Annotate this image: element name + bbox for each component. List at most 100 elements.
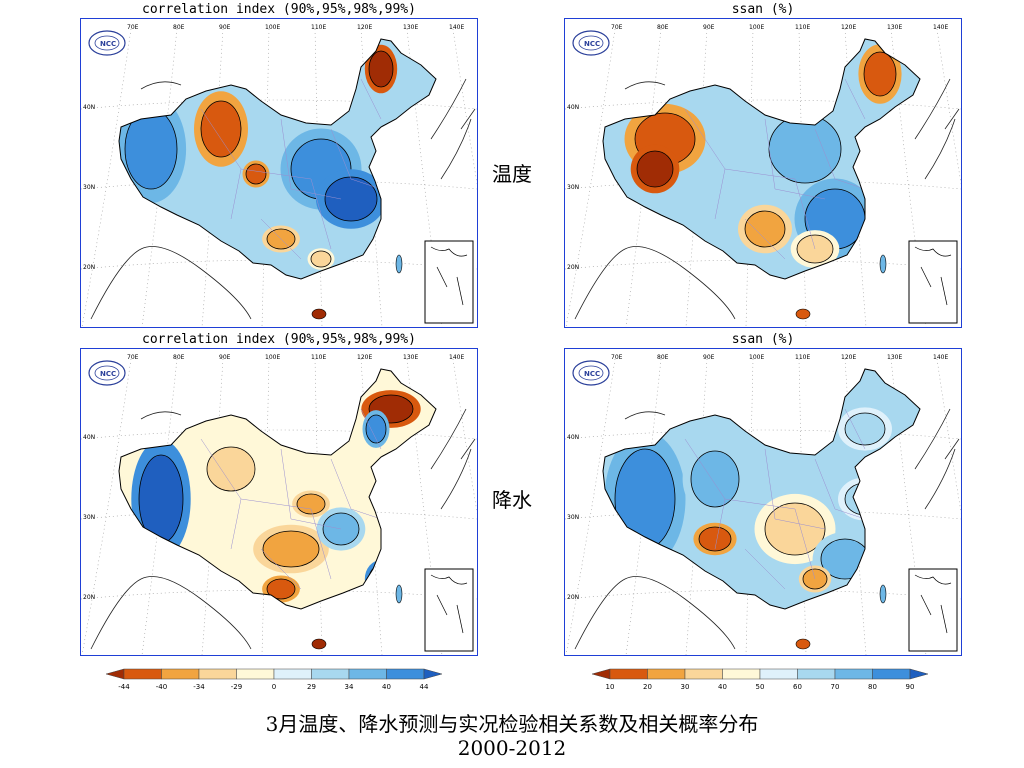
- contour-field: [603, 369, 920, 609]
- panel-precip-ssan: ssan (%) 70E 80E 90E 100E 110E 120E 130E 140E 40…: [564, 332, 962, 658]
- colorbar-tick-label: 40: [382, 683, 391, 691]
- latitude-tick: 40N: [83, 104, 95, 111]
- longitude-tick: 140E: [449, 354, 464, 361]
- panel-title: ssan (%): [731, 2, 795, 17]
- colorbar-tick-label: 50: [756, 683, 765, 691]
- longitude-tick: 80E: [657, 24, 669, 31]
- colorbar-canvas: -44 -40 -34 -29 0 29 34 40 44: [105, 668, 443, 691]
- colorbar-swatch: [423, 668, 443, 680]
- svg-text:NCC: NCC: [584, 370, 600, 378]
- colorbar-tick-label: 80: [868, 683, 877, 691]
- colorbar-tick-label: 30: [681, 683, 690, 691]
- longitude-tick: 110E: [795, 24, 810, 31]
- svg-text:NCC: NCC: [100, 370, 116, 378]
- figure-caption-years: 2000-2012: [457, 736, 567, 760]
- figure-caption: 3月温度、降水预测与实况检验相关系数及相关概率分布: [265, 712, 759, 736]
- longitude-tick: 70E: [127, 24, 139, 31]
- panel-title: ssan (%): [731, 332, 795, 347]
- colorbar-swatch: [123, 668, 162, 680]
- latitude-tick: 30N: [567, 184, 579, 191]
- colorbar-canvas: 10 20 30 40 50 60 70 80 90: [591, 668, 929, 691]
- longitude-tick: 120E: [357, 354, 372, 361]
- longitude-tick: 140E: [933, 354, 948, 361]
- latitude-tick: 30N: [83, 514, 95, 521]
- south-china-sea-inset: [908, 240, 958, 324]
- coastline: [574, 78, 960, 320]
- latitude-tick: 20N: [567, 264, 579, 271]
- longitude-tick: 120E: [841, 354, 856, 361]
- map-temp-corr: 70E 80E 90E 100E 110E 120E 130E 140E 40N 30N 20N NC…: [80, 18, 478, 328]
- colorbar-tick-label: 90: [906, 683, 915, 691]
- colorbar-tick-label: 40: [718, 683, 727, 691]
- colorbar-tick-label: -40: [156, 683, 167, 691]
- map-canvas: 70E 80E 90E 100E 110E 120E 130E 140E 40N 30N 20N NC…: [81, 24, 477, 327]
- map-precip-ssan: 70E 80E 90E 100E 110E 120E 130E 140E 40N 30N 20N NC…: [564, 348, 962, 656]
- coastline: [574, 408, 960, 650]
- longitude-tick: 130E: [403, 24, 418, 31]
- latitude-tick: 40N: [83, 434, 95, 441]
- longitude-tick: 80E: [657, 354, 669, 361]
- colorbar-tick-label: 60: [793, 683, 802, 691]
- latitude-tick: 20N: [83, 594, 95, 601]
- latitude-tick: 40N: [567, 434, 579, 441]
- colorbar-tick-label: 44: [420, 683, 429, 691]
- colorbar-tick-label: 29: [307, 683, 316, 691]
- longitude-tick: 120E: [841, 24, 856, 31]
- longitude-tick: 70E: [611, 354, 623, 361]
- longitude-tick: 90E: [219, 24, 231, 31]
- longitude-tick: 130E: [403, 354, 418, 361]
- colorbar-tick-label: -34: [193, 683, 205, 691]
- graticule: [81, 358, 477, 655]
- svg-text:NCC: NCC: [584, 40, 600, 48]
- ncc-logo-icon: NCC: [572, 30, 610, 56]
- latitude-tick: 30N: [567, 514, 579, 521]
- province-borders: [200, 78, 382, 260]
- map-temp-ssan: 70E 80E 90E 100E 110E 120E 130E 140E 40N 30N 20N NC…: [564, 18, 962, 328]
- colorbar-swatch: [759, 668, 798, 680]
- longitude-tick: 120E: [357, 24, 372, 31]
- colorbar-swatch: [105, 668, 125, 680]
- longitude-tick: 100E: [749, 354, 764, 361]
- colorbar-swatch: [684, 668, 723, 680]
- longitude-tick: 100E: [749, 24, 764, 31]
- ncc-logo-icon: NCC: [88, 30, 126, 56]
- panel-precip-corr: correlation index (90%,95%,98%,99%) 70E 8…: [80, 332, 478, 658]
- panel-title: correlation index (90%,95%,98%,99%): [142, 2, 416, 17]
- colorbar-tick-label: 34: [345, 683, 354, 691]
- colorbar-swatch: [909, 668, 929, 680]
- colorbar-tick-label: -44: [118, 683, 130, 691]
- latitude-tick: 30N: [83, 184, 95, 191]
- colorbar-ssan: 10 20 30 40 50 60 70 80 90: [590, 668, 930, 692]
- longitude-tick: 80E: [173, 24, 185, 31]
- colorbar-swatch: [609, 668, 648, 680]
- contour-field: [603, 39, 920, 279]
- map-precip-corr: 70E 80E 90E 100E 110E 120E 130E 140E 40N 30N 20N NC…: [80, 348, 478, 656]
- colorbar-tick-label: 70: [831, 683, 840, 691]
- panel-title: correlation index (90%,95%,98%,99%): [142, 332, 416, 347]
- colorbar-swatch: [273, 668, 312, 680]
- colorbar-swatch: [834, 668, 873, 680]
- map-canvas: 70E 80E 90E 100E 110E 120E 130E 140E 40N 30N 20N NC…: [565, 354, 961, 655]
- longitude-tick: 90E: [219, 354, 231, 361]
- row-label-precipitation: 降水: [492, 488, 532, 512]
- longitude-tick: 130E: [887, 354, 902, 361]
- south-china-sea-inset: [424, 240, 474, 324]
- longitude-tick: 80E: [173, 354, 185, 361]
- map-canvas: 70E 80E 90E 100E 110E 120E 130E 140E 40N 30N 20N NC…: [565, 24, 961, 327]
- longitude-tick: 70E: [611, 24, 623, 31]
- south-china-sea-inset: [908, 568, 958, 652]
- latitude-tick: 20N: [567, 594, 579, 601]
- colorbar-tick-label: 10: [606, 683, 615, 691]
- panel-temp-ssan: ssan (%) 70E 80E 90E 100E 110E 120E 130E 140E 40…: [564, 2, 962, 328]
- colorbar-swatch: [872, 668, 911, 680]
- colorbar-swatch: [236, 668, 275, 680]
- colorbar-tick-label: 20: [643, 683, 652, 691]
- province-borders: [684, 408, 866, 590]
- contour-field: [119, 369, 436, 609]
- longitude-tick: 140E: [449, 24, 464, 31]
- longitude-tick: 110E: [795, 354, 810, 361]
- longitude-tick: 90E: [703, 354, 715, 361]
- ncc-logo-icon: NCC: [572, 360, 610, 386]
- longitude-tick: 110E: [311, 354, 326, 361]
- colorbar-swatch: [311, 668, 350, 680]
